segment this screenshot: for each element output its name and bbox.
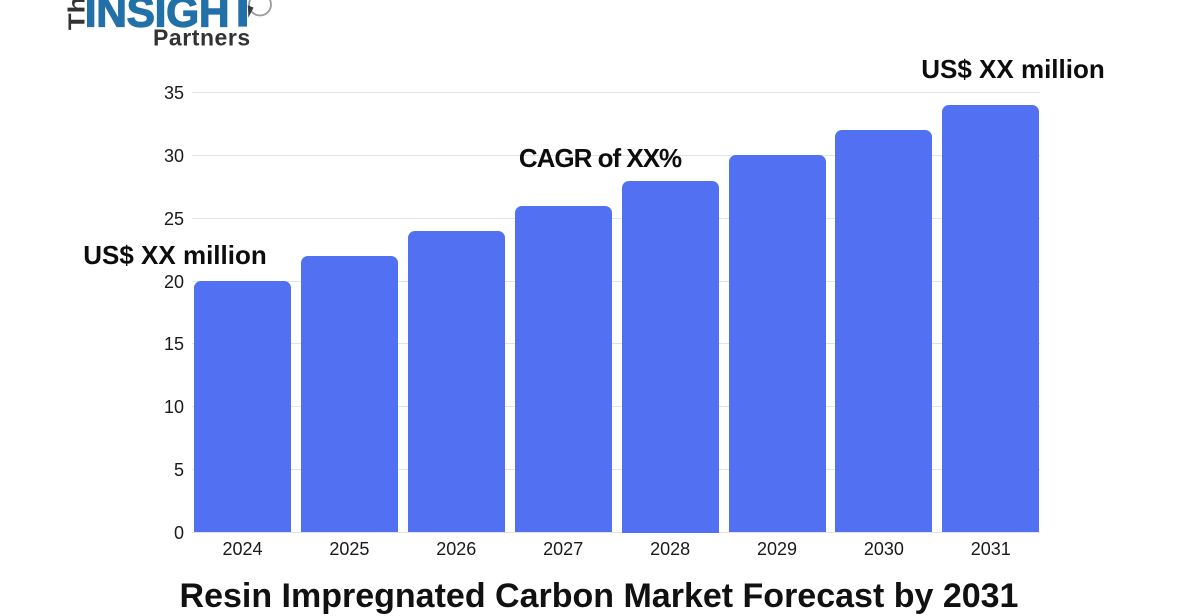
svg-text:INSIGH: INSIGH [85,0,230,36]
svg-text:The: The [64,0,90,30]
svg-text:Partners: Partners [153,25,251,51]
